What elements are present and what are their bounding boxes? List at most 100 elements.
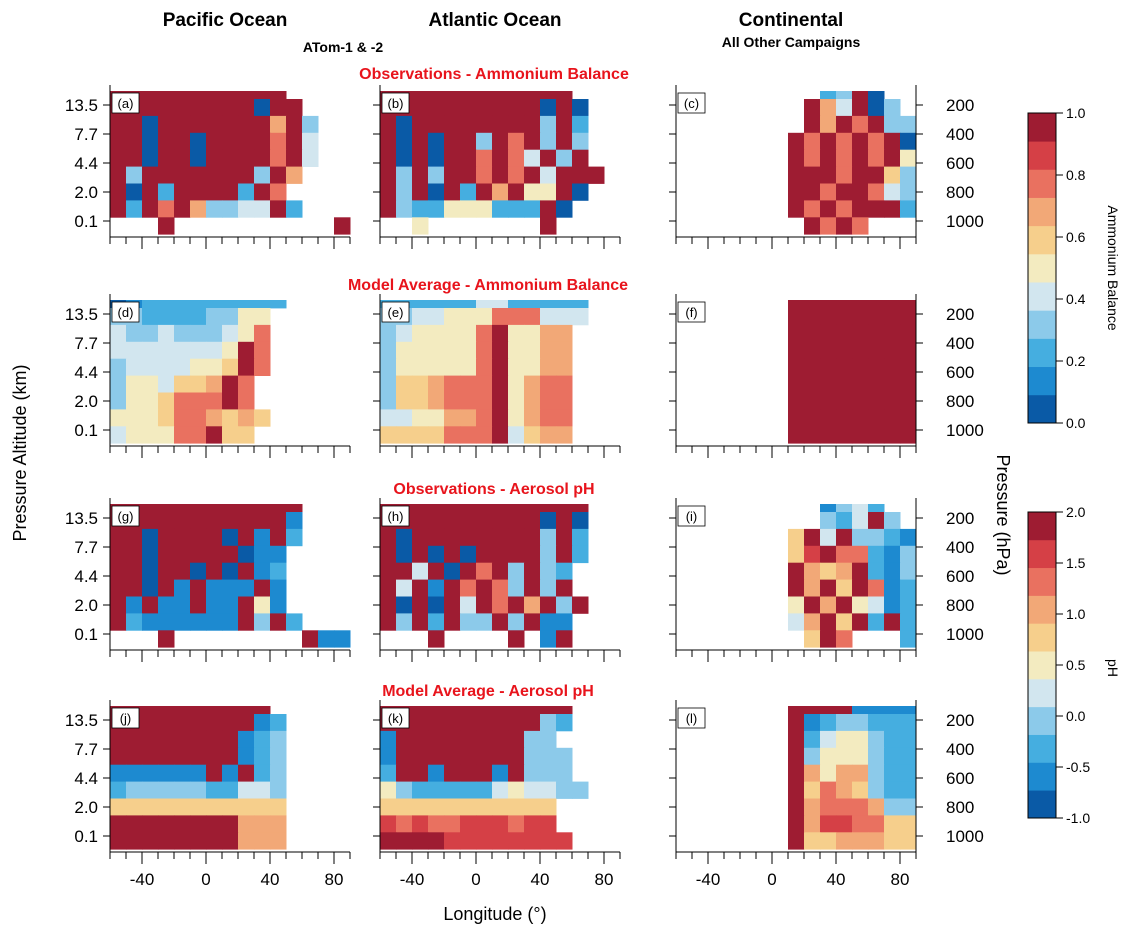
heatmap-cell: [126, 200, 143, 218]
heatmap-cell: [254, 99, 271, 117]
panel-label-box: [677, 301, 706, 323]
panel-label-box: [677, 92, 706, 114]
heatmap-cell: [836, 747, 853, 766]
heatmap-cell: [238, 149, 255, 167]
heatmap-cell: [836, 730, 853, 749]
heatmap-cell: [380, 579, 397, 597]
heatmap-cell: [158, 200, 175, 218]
heatmap-cell: [174, 730, 191, 749]
heatmap-cell: [380, 798, 397, 816]
y-tick-label-left: 0.1: [74, 421, 98, 440]
heatmap-cell: [852, 613, 869, 631]
heatmap-cell: [238, 815, 255, 833]
heatmap-cell: [508, 764, 525, 782]
heatmap-cell: [460, 200, 477, 218]
heatmap-cell: [444, 99, 461, 117]
heatmap-cell: [142, 596, 159, 614]
heatmap-cell: [884, 714, 901, 732]
heatmap-cell: [492, 764, 509, 782]
heatmap-cell: [492, 300, 509, 309]
heatmap-cell: [444, 426, 461, 444]
heatmap-cell: [900, 426, 917, 444]
heatmap-cell: [158, 832, 175, 850]
heatmap-cell: [788, 764, 805, 782]
row-title-obs-ammonium: Observations - Ammonium Balance: [359, 66, 629, 83]
heatmap-cell: [540, 706, 557, 715]
heatmap-cell: [254, 613, 271, 631]
column-title-pacific: Pacific Ocean: [163, 10, 288, 31]
heatmap-cell: [476, 528, 493, 547]
heatmap-cell: [492, 149, 509, 167]
heatmap-cell: [476, 730, 493, 749]
heatmap-cell: [836, 562, 853, 580]
heatmap-cell: [460, 562, 477, 580]
heatmap-cell: [174, 115, 191, 134]
heatmap-cell: [412, 832, 429, 850]
y-tick-label-right: 400: [946, 740, 974, 759]
heatmap-cell: [492, 183, 509, 201]
heatmap-cell: [206, 579, 223, 597]
heatmap-cell: [412, 409, 429, 427]
heatmap-cell: [508, 714, 525, 732]
heatmap-cell: [142, 149, 159, 167]
heatmap-cell: [852, 200, 869, 218]
heatmap-cell: [396, 815, 413, 833]
heatmap-cell: [380, 183, 397, 201]
heatmap-cell: [158, 630, 175, 648]
heatmap-cell: [126, 166, 143, 184]
heatmap-cell: [396, 781, 413, 799]
heatmap-cell: [492, 714, 509, 732]
heatmap-cell: [428, 149, 445, 167]
heatmap-cell: [540, 115, 557, 134]
heatmap-cell: [556, 832, 573, 850]
heatmap-cell: [270, 149, 287, 167]
heatmap-cell: [836, 200, 853, 218]
heatmap-cell: [444, 324, 461, 343]
heatmap-cell: [254, 528, 271, 547]
colorbar-swatch: [1028, 141, 1056, 170]
heatmap-cell: [556, 392, 573, 410]
heatmap-cell: [222, 200, 239, 218]
panel-label-box: [381, 707, 410, 729]
heatmap-cell: [174, 375, 191, 393]
heatmap-cell: [900, 183, 917, 201]
heatmap-cell: [852, 91, 869, 100]
heatmap-cell: [380, 166, 397, 184]
heatmap-cell: [238, 358, 255, 376]
heatmap-cell: [540, 512, 557, 530]
heatmap-panel: (a) 13.5 7.7 4.4 2.0 0.1: [65, 85, 351, 249]
heatmap-cell: [270, 798, 287, 816]
heatmap-cell: [222, 115, 239, 134]
heatmap-cell: [142, 115, 159, 134]
heatmap-cell: [126, 764, 143, 782]
heatmap-cell: [524, 504, 541, 513]
heatmap-cell: [142, 730, 159, 749]
heatmap-cell: [492, 579, 509, 597]
heatmap-cell: [572, 308, 589, 326]
heatmap-cell: [868, 596, 885, 614]
heatmap-cell: [222, 528, 239, 547]
panel-label: (h): [388, 509, 404, 524]
colorbar: -1.0 -0.5 0.0 0.5 1.0 1.5 2.0 pH: [1027, 504, 1121, 826]
y-tick-label-left: 4.4: [74, 567, 98, 586]
heatmap-cell: [412, 596, 429, 614]
heatmap-cell: [412, 815, 429, 833]
heatmap-cell: [900, 166, 917, 184]
heatmap-cell: [868, 579, 885, 597]
heatmap-cell: [884, 132, 901, 151]
heatmap-cell: [190, 308, 207, 326]
heatmap-cell: [380, 832, 397, 850]
x-tick-label: -40: [696, 870, 721, 889]
heatmap-cell: [788, 375, 805, 393]
heatmap-cell: [788, 426, 805, 444]
heatmap-cell: [508, 115, 525, 134]
heatmap-cell: [836, 706, 853, 715]
heatmap-cell: [222, 91, 239, 100]
heatmap-cell: [868, 132, 885, 151]
heatmap-cell: [788, 341, 805, 360]
heatmap-cell: [492, 115, 509, 134]
heatmap-cell: [222, 183, 239, 201]
heatmap-panel: (i) 200 400 600 800 1000: [669, 498, 984, 662]
heatmap-cell: [460, 579, 477, 597]
heatmap-cell: [556, 426, 573, 444]
